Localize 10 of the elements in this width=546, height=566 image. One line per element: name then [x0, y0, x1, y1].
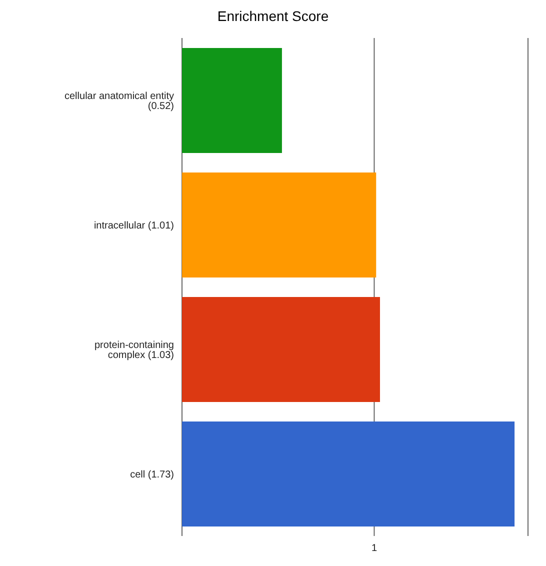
y-tick-label: cell (1.73) — [130, 469, 174, 480]
bar — [182, 172, 376, 278]
bar — [182, 422, 515, 526]
y-tick-label: intracellular (1.01) — [94, 220, 174, 232]
y-tick-label: protein-containing complex (1.03) — [94, 340, 174, 361]
bar — [182, 48, 282, 153]
y-tick-label: cellular anatomical entity (0.52) — [64, 90, 174, 112]
bar — [182, 297, 380, 402]
x-tick-label: 1 — [371, 543, 378, 554]
chart-title: Enrichment Score — [216, 8, 330, 26]
